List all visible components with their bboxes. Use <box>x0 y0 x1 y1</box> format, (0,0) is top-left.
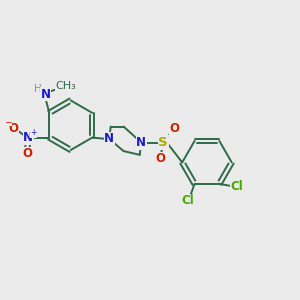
Text: Cl: Cl <box>231 180 244 193</box>
Text: S: S <box>158 136 168 149</box>
Text: +: + <box>30 128 36 137</box>
Text: Cl: Cl <box>181 194 194 207</box>
Text: N: N <box>40 88 51 101</box>
Text: N: N <box>136 136 146 149</box>
Text: −: − <box>4 117 12 126</box>
Text: N: N <box>23 131 33 144</box>
Text: O: O <box>155 152 165 165</box>
Text: O: O <box>22 147 32 160</box>
Text: N: N <box>104 132 114 146</box>
Text: H: H <box>34 84 41 94</box>
Text: CH₃: CH₃ <box>56 81 76 91</box>
Text: O: O <box>8 122 18 135</box>
Text: O: O <box>169 122 179 135</box>
